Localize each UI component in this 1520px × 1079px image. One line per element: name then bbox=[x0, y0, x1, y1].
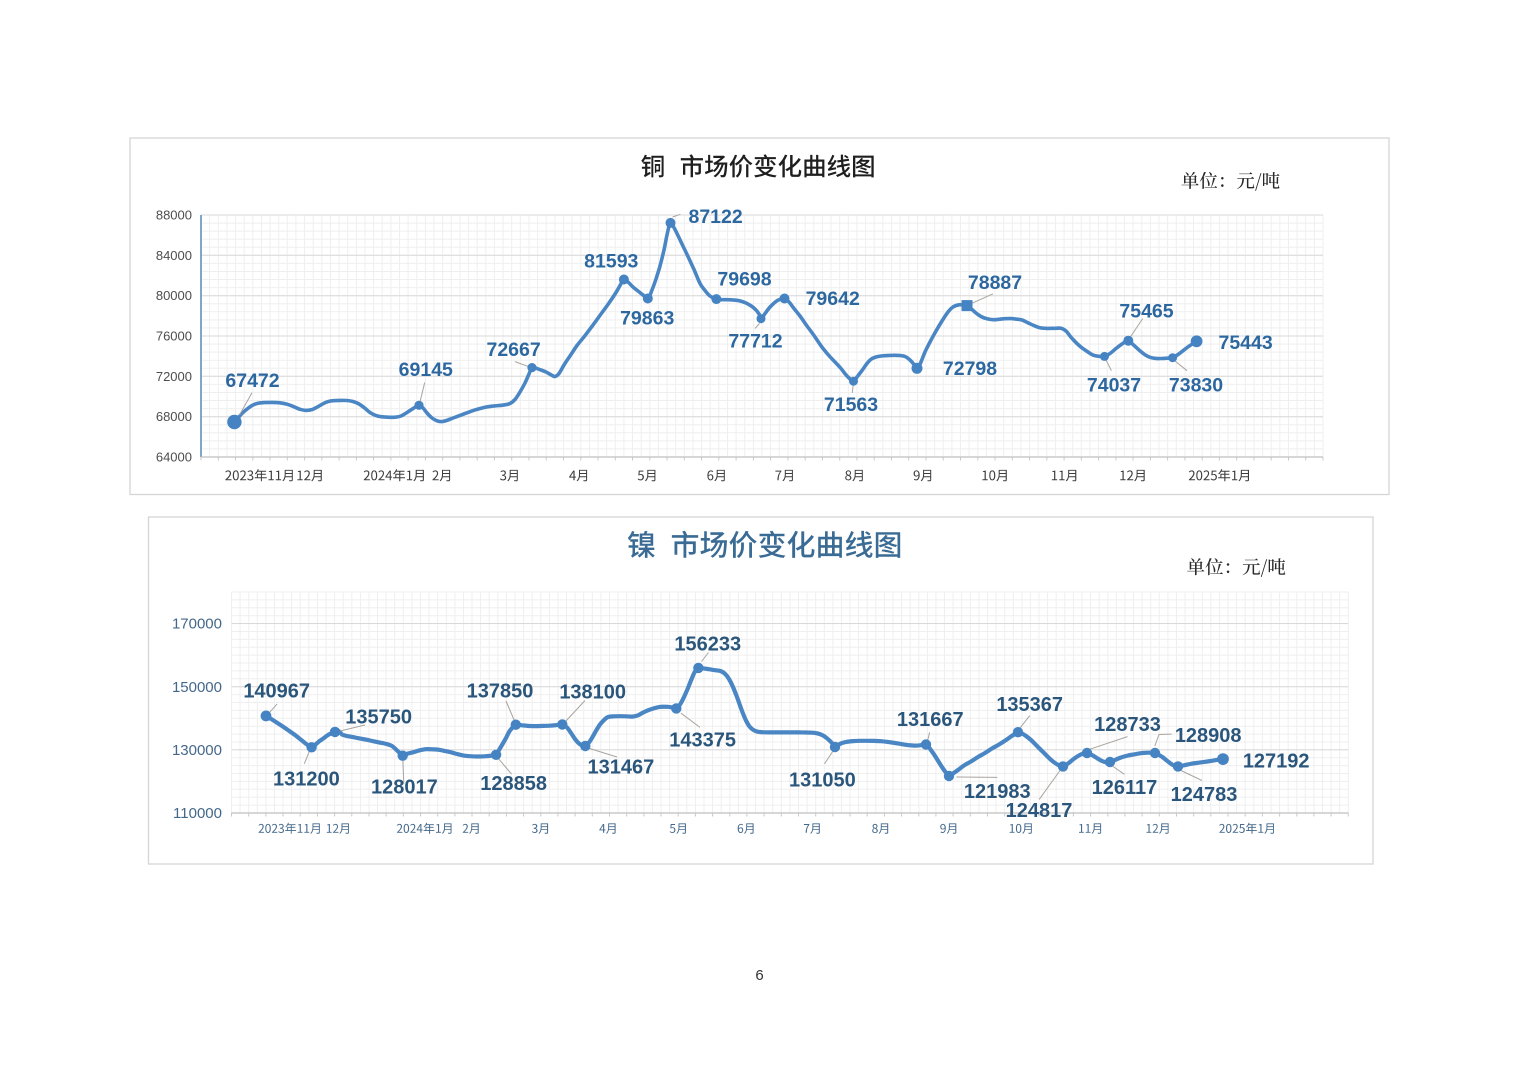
svg-text:6: 6 bbox=[755, 967, 763, 984]
svg-text:77712: 77712 bbox=[728, 330, 782, 352]
svg-text:64000: 64000 bbox=[156, 450, 192, 465]
svg-text:131667: 131667 bbox=[897, 709, 964, 731]
svg-text:71563: 71563 bbox=[824, 394, 878, 416]
svg-text:128908: 128908 bbox=[1175, 725, 1242, 747]
svg-text:80000: 80000 bbox=[156, 288, 192, 303]
svg-text:131200: 131200 bbox=[273, 769, 340, 791]
svg-text:170000: 170000 bbox=[172, 616, 222, 633]
svg-text:75443: 75443 bbox=[1218, 332, 1272, 354]
svg-text:124783: 124783 bbox=[1171, 784, 1238, 806]
svg-text:135367: 135367 bbox=[996, 694, 1063, 716]
svg-text:131050: 131050 bbox=[789, 770, 856, 792]
svg-text:110000: 110000 bbox=[173, 805, 222, 822]
svg-text:88000: 88000 bbox=[156, 208, 192, 223]
svg-text:79642: 79642 bbox=[806, 288, 860, 310]
svg-text:140967: 140967 bbox=[243, 681, 310, 703]
svg-text:130000: 130000 bbox=[172, 742, 222, 759]
svg-text:79698: 79698 bbox=[717, 268, 771, 290]
svg-text:68000: 68000 bbox=[156, 409, 192, 424]
svg-text:72798: 72798 bbox=[943, 358, 997, 380]
svg-text:74037: 74037 bbox=[1087, 375, 1141, 397]
svg-text:67472: 67472 bbox=[225, 370, 279, 392]
svg-text:137850: 137850 bbox=[467, 680, 534, 702]
svg-text:131467: 131467 bbox=[588, 757, 655, 779]
svg-text:126117: 126117 bbox=[1092, 777, 1158, 799]
svg-text:84000: 84000 bbox=[156, 248, 192, 263]
svg-text:79863: 79863 bbox=[620, 308, 674, 330]
svg-text:128017: 128017 bbox=[371, 776, 438, 798]
svg-text:69145: 69145 bbox=[399, 359, 453, 381]
svg-text:143375: 143375 bbox=[669, 730, 736, 752]
svg-text:75465: 75465 bbox=[1119, 301, 1173, 323]
svg-text:124817: 124817 bbox=[1006, 800, 1073, 822]
svg-text:87122: 87122 bbox=[688, 206, 742, 228]
svg-text:73830: 73830 bbox=[1169, 375, 1223, 397]
svg-text:150000: 150000 bbox=[172, 679, 222, 696]
svg-text:72667: 72667 bbox=[486, 339, 540, 361]
svg-text:156233: 156233 bbox=[674, 633, 741, 655]
svg-text:128733: 128733 bbox=[1094, 714, 1161, 736]
svg-text:76000: 76000 bbox=[156, 329, 192, 344]
svg-text:135750: 135750 bbox=[345, 706, 412, 728]
svg-text:127192: 127192 bbox=[1243, 751, 1310, 773]
svg-text:138100: 138100 bbox=[559, 682, 626, 704]
svg-text:78887: 78887 bbox=[968, 272, 1022, 294]
svg-text:81593: 81593 bbox=[584, 251, 638, 273]
svg-text:128858: 128858 bbox=[480, 773, 547, 795]
svg-text:72000: 72000 bbox=[156, 369, 192, 384]
